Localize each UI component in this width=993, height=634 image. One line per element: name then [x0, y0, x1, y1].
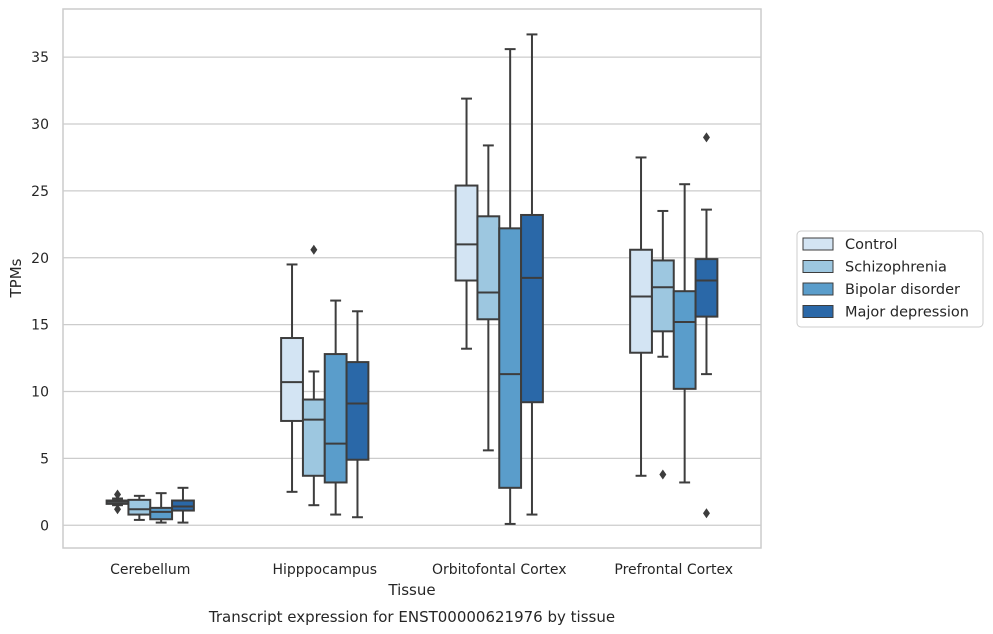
box	[650, 209, 675, 480]
box	[323, 299, 348, 516]
y-tick-label: 0	[40, 518, 49, 534]
box-body	[127, 498, 152, 516]
box	[105, 489, 130, 515]
x-tick-label: Prefrontal Cortex	[614, 562, 733, 578]
legend-swatch	[802, 282, 834, 296]
legend-label: Control	[845, 237, 897, 253]
box	[301, 244, 326, 507]
legend-swatch	[802, 237, 834, 251]
y-axis-title: TPMs	[7, 258, 25, 298]
box-body	[476, 215, 501, 321]
box	[454, 97, 479, 350]
y-tick-label: 10	[31, 385, 49, 401]
y-axis-ticks: 0 5 10 15 20 25 30 35	[31, 50, 49, 534]
box-body	[672, 290, 697, 390]
box-body	[520, 213, 544, 404]
y-tick-label: 30	[31, 117, 49, 133]
x-axis-title: Tissue	[387, 581, 435, 599]
box	[629, 156, 653, 477]
y-tick-label: 35	[31, 50, 49, 66]
box-body	[498, 227, 523, 489]
box	[280, 263, 304, 493]
x-axis-ticks: Cerebellum Hipppocampus Orbitofontal Corte…	[110, 562, 733, 578]
box	[127, 494, 152, 521]
box-body	[629, 248, 653, 354]
box	[694, 132, 719, 519]
legend-label: Schizophrenia	[845, 260, 947, 276]
box	[345, 310, 370, 519]
outlier-point	[114, 504, 122, 515]
legend-swatch	[802, 260, 834, 273]
box-body	[301, 398, 326, 477]
box-body	[171, 499, 195, 512]
x-tick-label: Hipppocampus	[272, 562, 377, 578]
box	[149, 492, 174, 524]
box-body	[149, 506, 174, 521]
grid-lines	[63, 56, 761, 526]
legend: Control Schizophrenia Bipolar disorder Majo…	[796, 230, 984, 328]
box	[520, 33, 544, 516]
legend-label: Major depression	[845, 305, 969, 321]
outlier-point	[310, 244, 318, 255]
box-body	[323, 353, 348, 484]
x-tick-label: Orbitofontal Cortex	[432, 562, 567, 578]
outlier-point	[114, 489, 122, 500]
legend-label: Bipolar disorder	[845, 282, 960, 298]
box-body	[454, 184, 479, 282]
outlier-point	[702, 508, 710, 519]
box	[476, 144, 501, 452]
box-body	[694, 258, 719, 318]
legend-frame	[796, 230, 984, 328]
y-tick-label: 20	[31, 251, 49, 267]
box-body	[345, 361, 370, 461]
plot-area	[105, 33, 719, 525]
box-body	[650, 259, 675, 333]
box	[672, 183, 697, 484]
outlier-point	[702, 132, 710, 143]
y-tick-label: 5	[40, 451, 49, 467]
x-tick-label: Cerebellum	[110, 562, 190, 578]
y-tick-label: 15	[31, 318, 49, 334]
chart-caption: Transcript expression for ENST0000062197…	[208, 608, 615, 626]
outlier-point	[659, 469, 667, 480]
legend-swatch	[802, 305, 834, 318]
box	[498, 48, 523, 525]
box-body	[280, 337, 304, 422]
y-tick-label: 25	[31, 184, 49, 200]
plot-frame	[62, 8, 762, 549]
box	[171, 486, 195, 524]
